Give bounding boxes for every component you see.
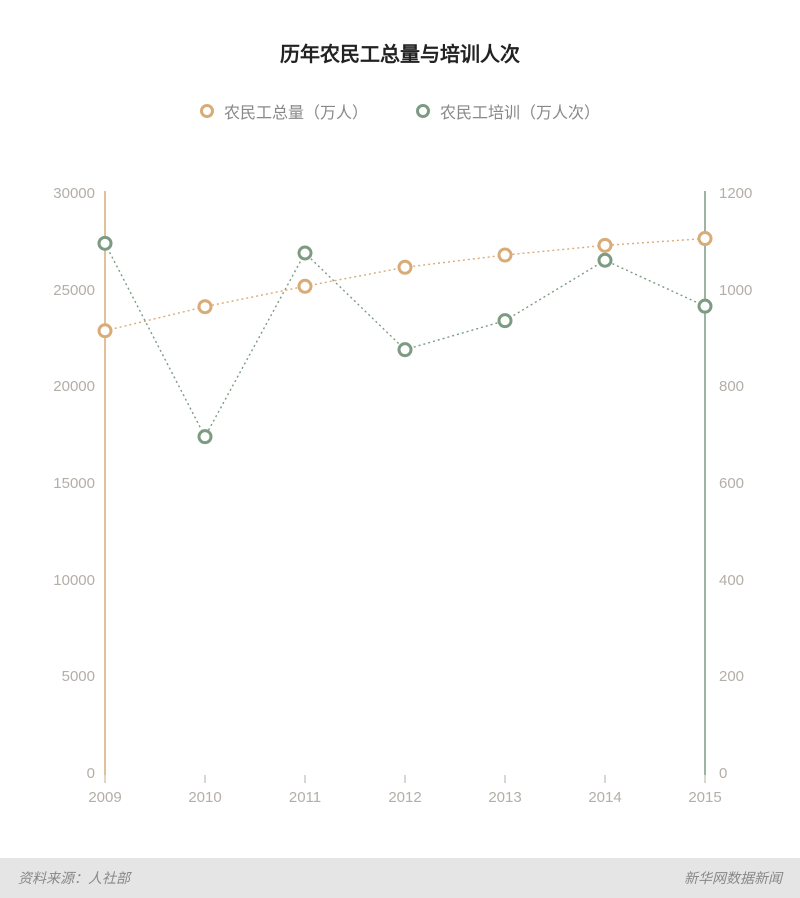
y-left-tick-label: 10000: [25, 572, 95, 589]
x-tick-label: 2013: [475, 789, 535, 806]
y-left-tick-label: 15000: [25, 475, 95, 492]
footer-source: 资料来源：人社部: [18, 868, 130, 888]
y-right-tick-label: 200: [719, 668, 779, 685]
x-tick-label: 2011: [275, 789, 335, 806]
y-left-tick-label: 25000: [25, 282, 95, 299]
x-tick-label: 2015: [675, 789, 735, 806]
x-tick-label: 2012: [375, 789, 435, 806]
x-tick-label: 2009: [75, 789, 135, 806]
y-left-tick-label: 30000: [25, 185, 95, 202]
x-tick-label: 2014: [575, 789, 635, 806]
y-right-tick-label: 1200: [719, 185, 779, 202]
x-tick-label: 2010: [175, 789, 235, 806]
y-right-tick-label: 800: [719, 378, 779, 395]
chart-svg: [0, 0, 800, 858]
chart-area: 0 5000 10000 15000 20000 25000 30000 0 200 400 600…: [0, 0, 800, 858]
y-right-tick-label: 600: [719, 475, 779, 492]
y-left-tick-label: 0: [25, 765, 95, 782]
y-right-tick-label: 1000: [719, 282, 779, 299]
y-left-tick-label: 5000: [25, 668, 95, 685]
footer-credit: 新华网数据新闻: [684, 868, 782, 888]
y-right-tick-label: 0: [719, 765, 779, 782]
y-left-tick-label: 20000: [25, 378, 95, 395]
footer: 资料来源：人社部 新华网数据新闻: [0, 858, 800, 898]
y-right-tick-label: 400: [719, 572, 779, 589]
